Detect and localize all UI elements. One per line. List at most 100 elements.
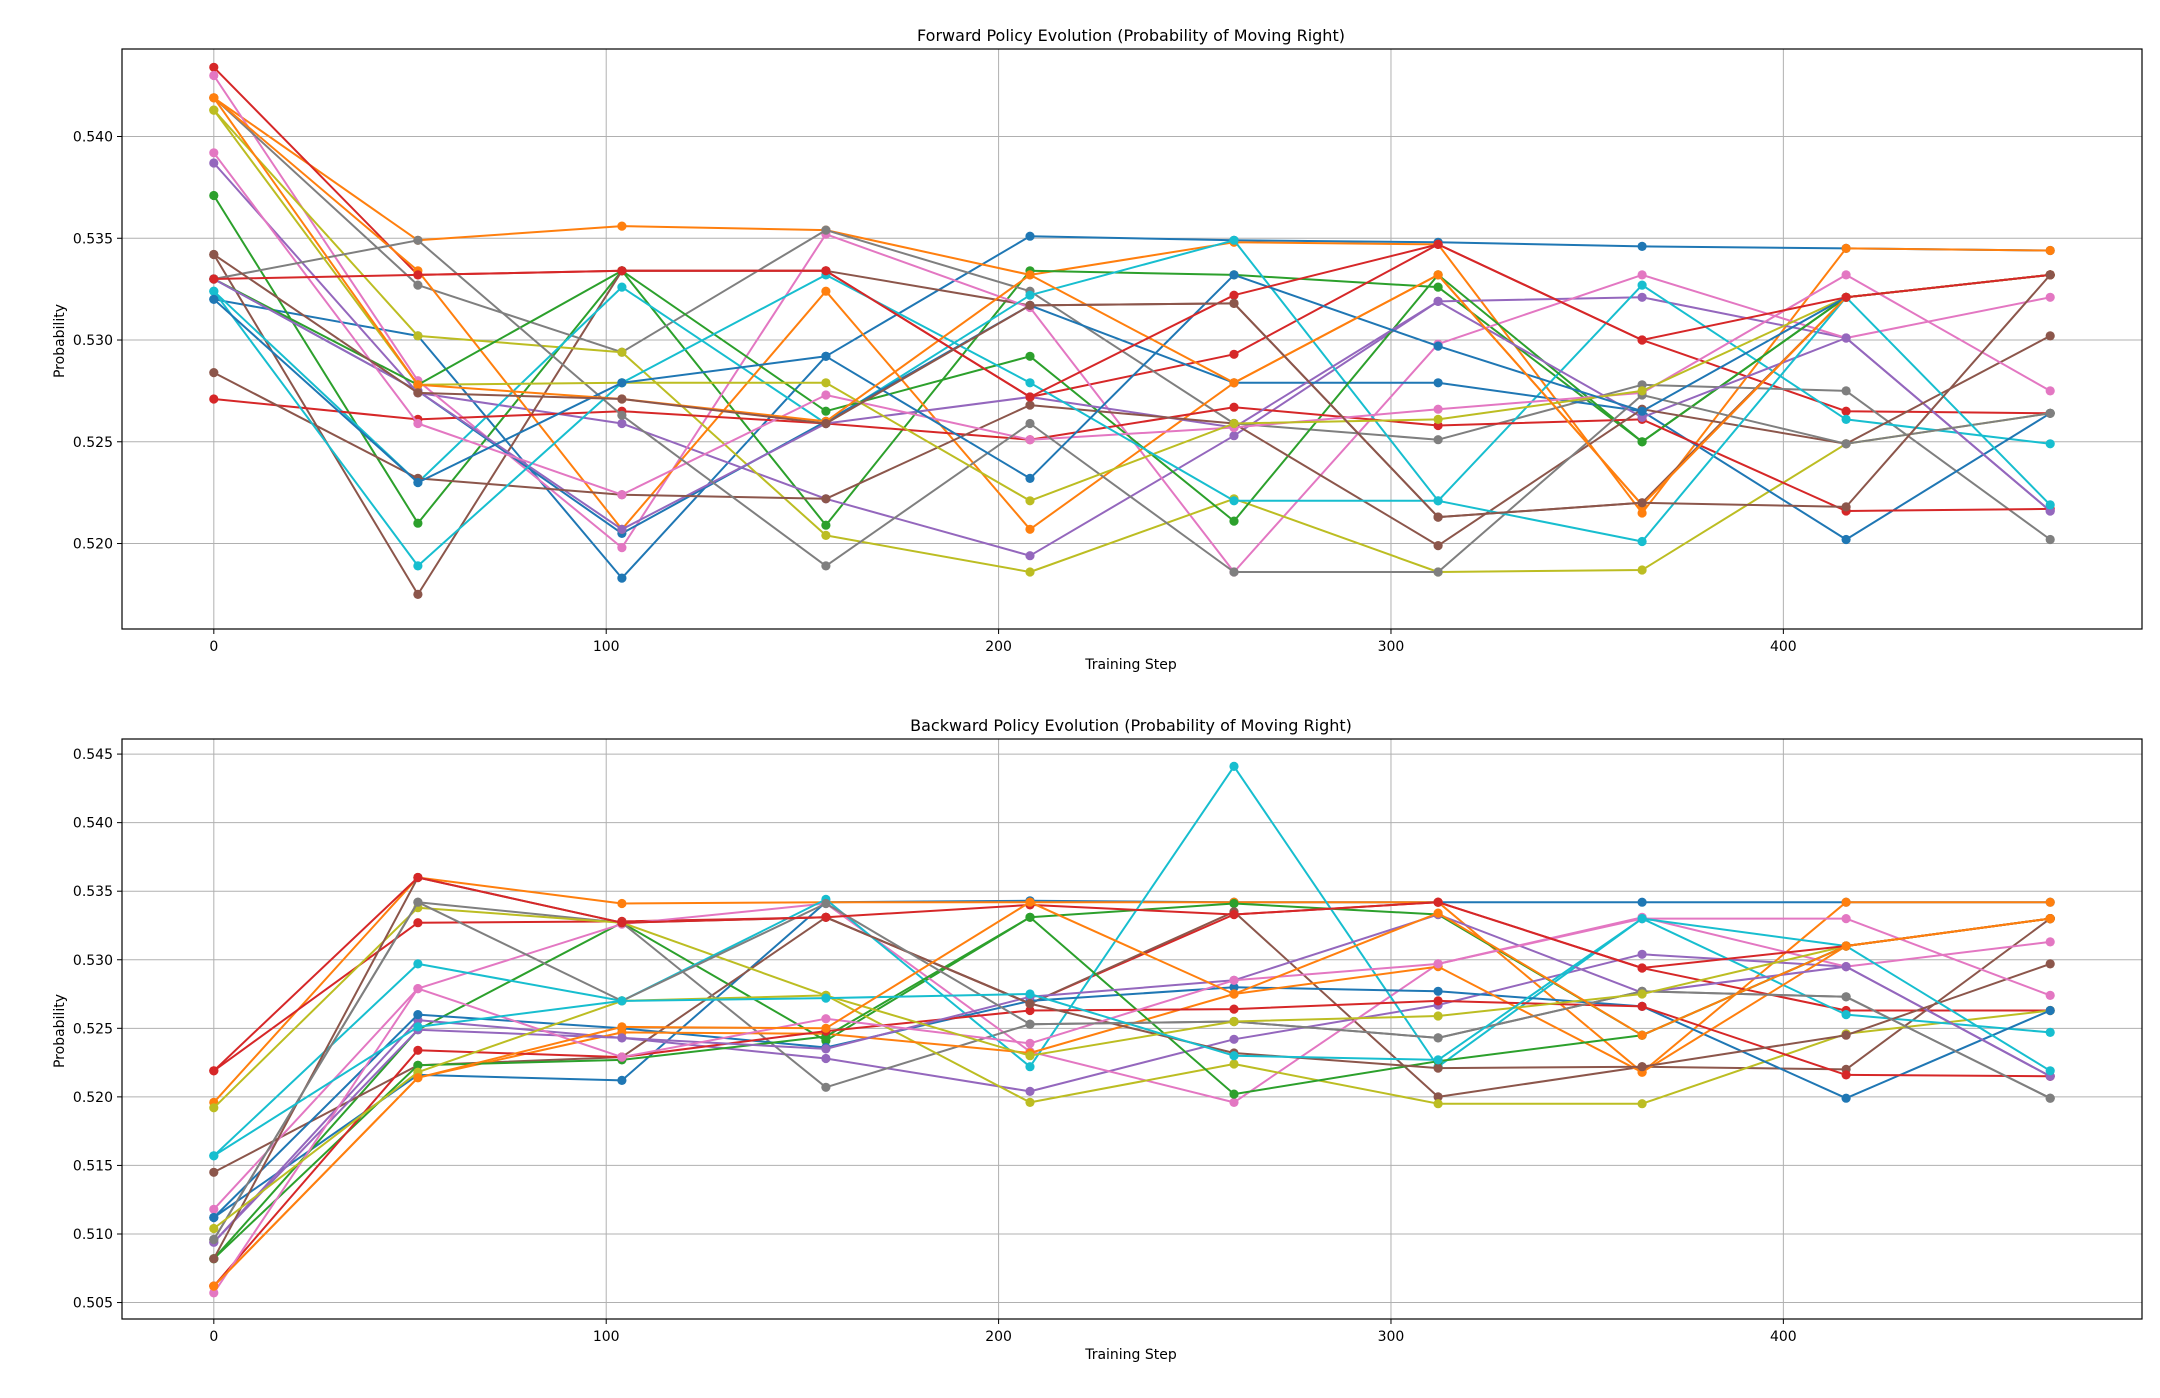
data-point [1841,333,1851,343]
data-point [1637,292,1647,302]
data-point [1025,524,1035,534]
series-line [213,917,2051,1157]
data-point [821,520,831,530]
data-point [1841,1070,1851,1080]
plot-frame [121,48,2143,630]
data-point [1841,1030,1851,1040]
y-tick-label: 0.530 [73,333,113,349]
data-point [617,410,627,420]
data-point [617,524,627,534]
data-point [617,1052,627,1062]
data-point [2045,331,2055,341]
y-tick-label: 0.515 [73,1158,113,1174]
data-point [821,406,831,416]
data-point [821,898,831,909]
series-line [213,96,2051,514]
data-point [1229,431,1239,441]
series-line [212,109,2051,502]
ticks: 0 100 200 300 400 0.520 0.525 0.530 0.535 0.540 [73,130,1797,655]
data-point [1841,270,1851,280]
series-line [213,999,2051,1287]
data-point [1433,414,1443,424]
data-point [821,225,831,235]
series-line [213,253,2051,519]
data-point [2045,245,2055,256]
data-point [821,1014,831,1024]
data-point [1841,992,1851,1002]
data-point [1433,435,1443,445]
data-point [209,1066,219,1076]
y-tick-label: 0.540 [73,130,113,146]
x-tick-label: 200 [985,639,1012,655]
data-point [1637,508,1647,518]
data-point [1841,502,1851,512]
data-point [209,1254,219,1264]
data-point [1229,270,1239,280]
data-point [1229,402,1239,412]
data-point [209,1234,219,1245]
data-point [209,1288,219,1298]
series-line [213,335,2051,547]
data-point [821,266,831,276]
series-line [213,398,2051,512]
data-point [1025,231,1035,241]
data-point [821,1082,831,1092]
data-point [821,1053,831,1064]
data-point [1229,1034,1239,1044]
data-point [617,1022,627,1032]
data-point [209,249,219,260]
x-tick-label: 0 [209,639,218,655]
data-point [413,270,423,280]
data-point [1637,963,1647,973]
x-tick-label: 400 [1770,1329,1797,1345]
data-point [1025,567,1035,577]
data-point [1025,989,1035,999]
data-point [1433,378,1443,388]
data-point [209,1223,219,1234]
backward-policy-chart: Backward Policy Evolution (Probability o… [52,716,2143,1363]
x-axis-label: Training Step [1084,657,1177,673]
data-point [1637,386,1647,396]
data-point [413,1045,423,1055]
data-point [617,898,627,909]
data-point [1025,418,1035,429]
chart-title: Forward Policy Evolution (Probability of… [917,26,1345,45]
data-point [1025,300,1035,310]
data-point [1637,270,1647,280]
y-tick-label: 0.545 [73,747,113,763]
y-tick-label: 0.510 [73,1227,113,1243]
data-point [1433,908,1443,918]
data-point [1841,1093,1851,1103]
data-point [1025,270,1035,280]
data-point [1229,298,1239,308]
data-point [1637,536,1647,547]
y-tick-label: 0.535 [73,231,113,247]
series-line [213,239,2051,573]
series-line [213,876,2051,1104]
data-point [413,959,423,969]
data-point [1433,1011,1443,1021]
data-point [1637,241,1647,251]
data-point [413,235,423,245]
series-line [213,97,2051,541]
data-point [1229,982,1239,992]
data-point [617,573,627,583]
data-point [2045,959,2055,969]
data-point [1025,351,1035,361]
data-point [413,897,423,907]
data-point [1433,1055,1443,1065]
data-point [617,221,627,231]
data-point [413,872,423,883]
data-point [209,70,219,81]
series-line [213,278,2051,541]
series-line [213,917,2051,1287]
series-line [213,986,2051,1219]
data-point [413,418,423,429]
data-point [2045,937,2055,947]
data-point [2045,1093,2055,1103]
data-point [617,1075,627,1085]
data-point [1433,496,1443,506]
data-point [209,105,219,115]
data-point [413,1010,423,1020]
series-line [213,901,2051,1072]
